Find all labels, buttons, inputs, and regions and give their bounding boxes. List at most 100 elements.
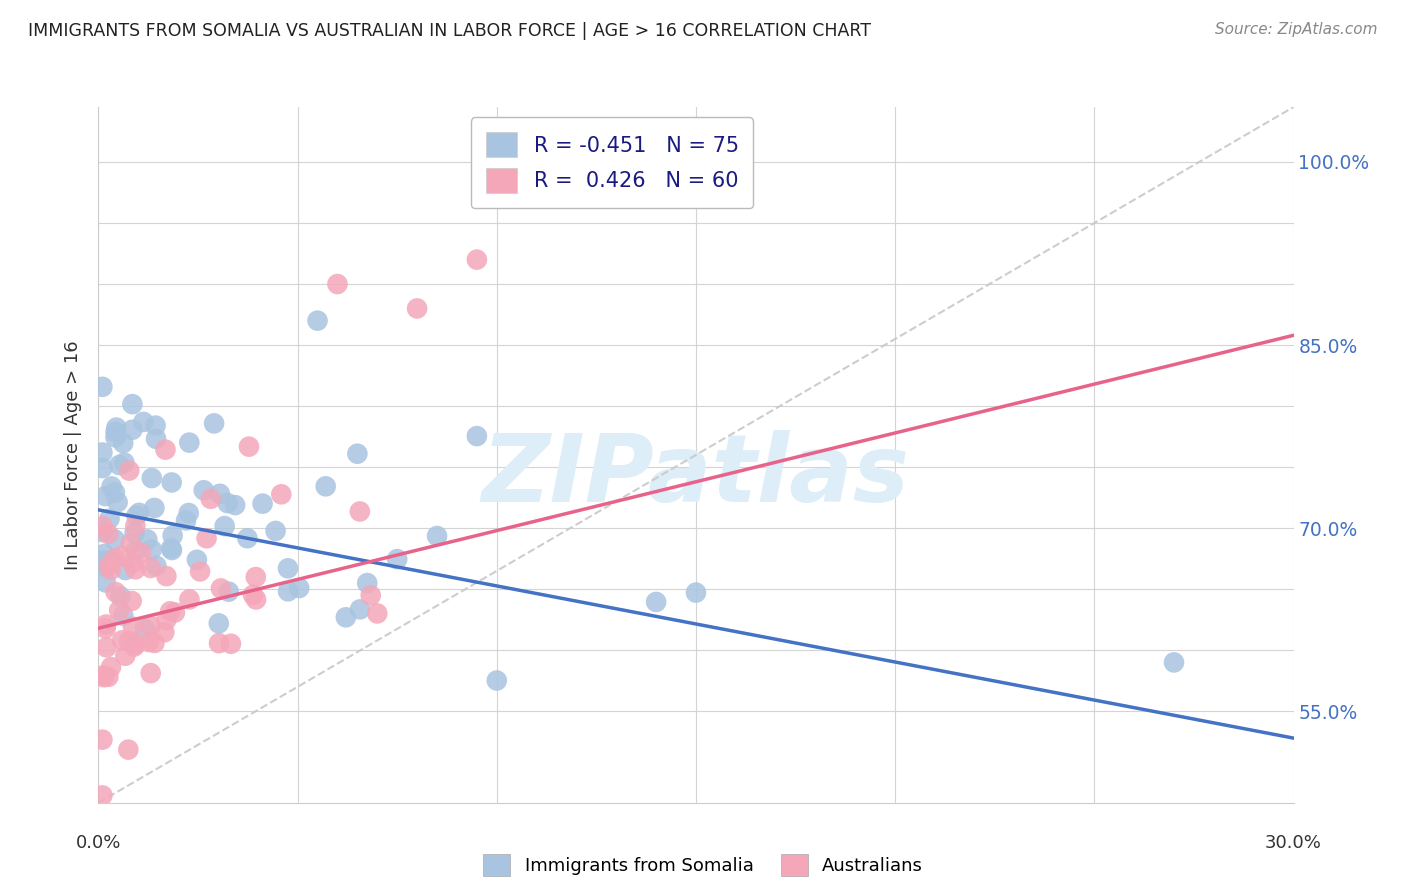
Point [179, 592, 201, 607]
Point [264, 524, 287, 538]
Point [94, 489, 117, 503]
Point [139, 619, 162, 633]
Point [100, 660, 122, 674]
Point [160, 475, 183, 490]
Point [685, 585, 707, 599]
Point [104, 585, 127, 599]
Point [114, 648, 136, 663]
Point [134, 622, 156, 636]
Point [91, 380, 114, 394]
Point [1163, 656, 1185, 670]
Point [288, 581, 311, 595]
Point [94, 622, 117, 636]
Point [245, 592, 267, 607]
Point [129, 546, 152, 560]
Point [107, 495, 129, 509]
Point [91, 519, 114, 533]
Point [112, 436, 135, 450]
Point [163, 606, 186, 620]
Point [236, 531, 259, 545]
Point [155, 613, 177, 627]
Point [139, 561, 162, 575]
Point [315, 479, 337, 493]
Text: IMMIGRANTS FROM SOMALIA VS AUSTRALIAN IN LABOR FORCE | AGE > 16 CORRELATION CHAR: IMMIGRANTS FROM SOMALIA VS AUSTRALIAN IN… [28, 22, 872, 40]
Point [112, 456, 135, 470]
Point [179, 435, 201, 450]
Point [125, 543, 148, 558]
Point [465, 252, 488, 267]
Point [155, 569, 177, 583]
Point [121, 594, 143, 608]
Point [406, 301, 429, 316]
Point [108, 603, 131, 617]
Point [122, 640, 145, 654]
Point [188, 565, 211, 579]
Point [125, 508, 148, 523]
Point [91, 445, 114, 459]
Point [208, 616, 231, 631]
Point [160, 543, 183, 558]
Point [153, 625, 176, 640]
Point [104, 485, 127, 500]
Point [98, 511, 121, 525]
Point [214, 519, 236, 533]
Point [118, 634, 141, 648]
Point [160, 541, 183, 556]
Point [91, 789, 114, 803]
Point [104, 551, 127, 566]
Point [104, 430, 127, 444]
Point [105, 420, 128, 434]
Point [97, 559, 120, 574]
Point [209, 582, 232, 596]
Point [238, 440, 260, 454]
Point [245, 570, 267, 584]
Point [202, 417, 225, 431]
Point [485, 673, 508, 688]
Point [349, 504, 371, 518]
Point [91, 461, 114, 475]
Point [94, 575, 117, 590]
Point [97, 527, 120, 541]
Point [108, 458, 131, 472]
Point [307, 313, 329, 327]
Point [132, 415, 155, 429]
Point [349, 602, 371, 616]
Point [96, 640, 118, 655]
Point [186, 553, 208, 567]
Point [91, 524, 114, 539]
Point [346, 447, 368, 461]
Point [124, 519, 146, 533]
Point [162, 528, 184, 542]
Text: Source: ZipAtlas.com: Source: ZipAtlas.com [1215, 22, 1378, 37]
Point [111, 549, 134, 563]
Point [145, 432, 167, 446]
Point [217, 496, 239, 510]
Y-axis label: In Labor Force | Age > 16: In Labor Force | Age > 16 [65, 340, 83, 570]
Point [139, 666, 162, 681]
Point [124, 526, 146, 541]
Text: 0.0%: 0.0% [76, 834, 121, 852]
Point [465, 429, 488, 443]
Point [366, 607, 388, 621]
Point [193, 483, 215, 498]
Point [93, 547, 115, 561]
Point [110, 590, 132, 604]
Point [335, 610, 357, 624]
Point [141, 471, 163, 485]
Point [141, 542, 163, 557]
Point [91, 668, 114, 682]
Point [645, 595, 668, 609]
Point [97, 670, 120, 684]
Point [122, 620, 145, 634]
Point [242, 588, 264, 602]
Point [94, 558, 117, 572]
Text: ZIPatlas: ZIPatlas [482, 430, 910, 522]
Point [91, 553, 114, 567]
Point [112, 608, 135, 623]
Point [104, 425, 127, 439]
Point [143, 636, 166, 650]
Point [138, 635, 160, 649]
Point [208, 636, 231, 650]
Point [385, 552, 409, 566]
Point [145, 418, 167, 433]
